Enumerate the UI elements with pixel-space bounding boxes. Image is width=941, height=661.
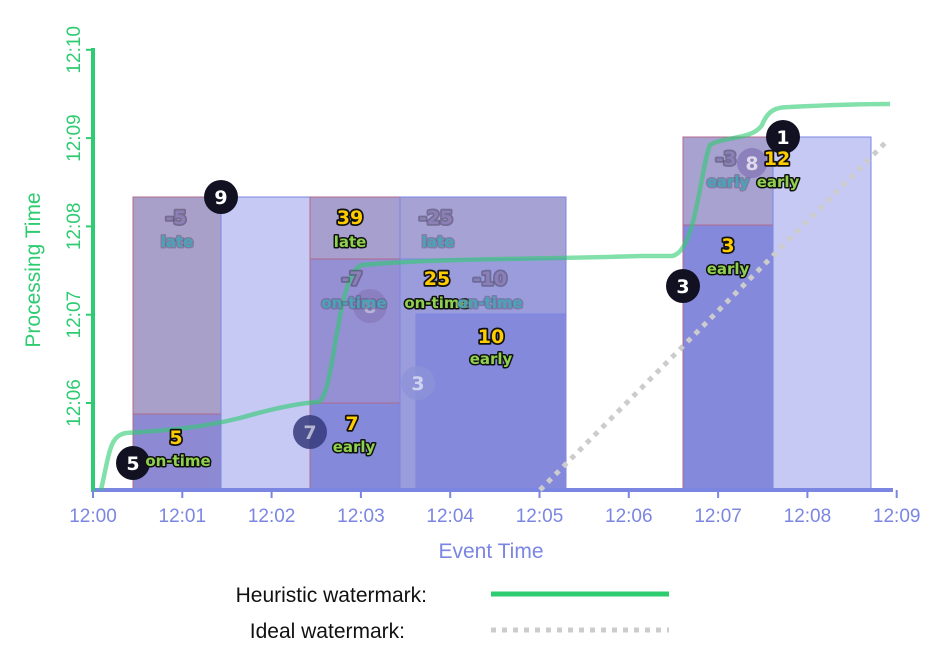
pane-tag: late	[422, 233, 455, 251]
badge-element: 1	[766, 120, 800, 154]
heuristic-watermark-line	[98, 101, 891, 491]
x-tick-label: 12:02	[248, 506, 296, 527]
pane-tag: early	[757, 173, 800, 191]
badge-circle	[737, 148, 767, 178]
badge-element: 3	[401, 366, 435, 400]
x-tick-label: 12:05	[516, 506, 564, 527]
pane-tag: late	[161, 233, 194, 251]
badge-element: 3	[666, 269, 700, 303]
badge-element: 9	[204, 180, 238, 214]
x-tick-label: 12:00	[69, 506, 117, 527]
y-axis-ticks: 12:06 12:07 12:08 12:09 12:10	[64, 26, 93, 427]
pane-value: 10	[478, 326, 504, 348]
pane-value: -7	[341, 268, 362, 290]
legend-heuristic-label: Heuristic watermark:	[236, 584, 427, 607]
pane-tag: on-time	[404, 294, 469, 312]
x-tick-label: 12:03	[337, 506, 385, 527]
pane-value: 5	[169, 427, 182, 449]
badge-value: 3	[676, 276, 689, 298]
badge-element: 5	[116, 446, 150, 480]
x-tick-label: 12:08	[784, 506, 832, 527]
pane-value: 25	[424, 268, 450, 290]
badge-element: 8	[737, 148, 767, 178]
x-tick-label: 12:09	[873, 506, 921, 527]
y-tick-label: 12:10	[64, 26, 85, 74]
badge-value: 8	[363, 296, 376, 318]
legend-ideal-label: Ideal watermark:	[250, 620, 405, 643]
badge-element: 7	[293, 415, 327, 449]
badge-circle	[666, 269, 700, 303]
y-axis-title: Processing Time	[22, 192, 45, 347]
pane-value: 7	[345, 413, 358, 435]
axes: 12:00 12:01 12:02 12:03 12:04 12:05 12:06 12:07…	[22, 26, 920, 563]
pane-value: -5	[165, 207, 186, 229]
badge-value: 3	[411, 373, 424, 395]
y-tick-label: 12:09	[64, 114, 85, 162]
x-axis-ticks: 12:00 12:01 12:02 12:03 12:04 12:05 12:06 12:07…	[69, 490, 920, 527]
pane-value: 3	[721, 235, 734, 257]
pane-tag: on-time	[457, 294, 522, 312]
ideal-watermark-line	[538, 138, 890, 492]
badge-value: 5	[126, 453, 139, 475]
badge-value: 1	[776, 127, 789, 149]
pane-tag: late	[334, 233, 367, 251]
pane-value: -3	[715, 148, 736, 170]
badge-value: 7	[303, 422, 316, 444]
pane-value: -25	[419, 207, 453, 229]
pane-results: 5 on-time -5 late 7 early -7 on-time 39 …	[144, 146, 801, 471]
pane-tag: early	[333, 438, 376, 456]
badge-circle	[204, 180, 238, 214]
pane-value: 39	[337, 207, 363, 229]
window-pane-6	[772, 136, 872, 491]
window-pane-3-early	[309, 402, 401, 491]
pane-tag: on-time	[145, 452, 210, 470]
badge-value: 8	[745, 153, 758, 175]
badge-circle	[766, 120, 800, 154]
window-pane-2	[220, 196, 311, 491]
pane-tag: early	[707, 260, 750, 278]
window-panes	[132, 136, 872, 491]
badge-circle	[116, 446, 150, 480]
element-badges: 5 9 7 3 8 3 8 1	[116, 120, 800, 480]
x-tick-label: 12:04	[426, 506, 474, 527]
badge-value: 9	[214, 187, 227, 209]
badge-circle	[353, 289, 387, 323]
pane-tag: on-time	[321, 294, 386, 312]
badge-element: 8	[353, 289, 387, 323]
x-axis-title: Event Time	[438, 540, 543, 563]
x-tick-label: 12:06	[605, 506, 653, 527]
x-tick-label: 12:07	[694, 506, 742, 527]
legend: Heuristic watermark: Ideal watermark:	[236, 584, 669, 643]
x-tick-label: 12:01	[159, 506, 207, 527]
y-tick-label: 12:06	[64, 379, 85, 427]
pane-value: -10	[473, 268, 507, 290]
y-tick-label: 12:08	[64, 203, 85, 251]
pane-value: 12	[764, 148, 790, 170]
pane-tag: early	[707, 173, 750, 191]
badge-circle	[293, 415, 327, 449]
y-tick-label: 12:07	[64, 291, 85, 339]
pane-tag: early	[470, 350, 513, 368]
badge-circle	[401, 366, 435, 400]
